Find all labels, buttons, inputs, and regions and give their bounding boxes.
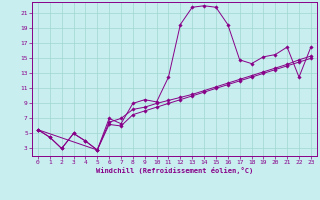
X-axis label: Windchill (Refroidissement éolien,°C): Windchill (Refroidissement éolien,°C) [96, 167, 253, 174]
